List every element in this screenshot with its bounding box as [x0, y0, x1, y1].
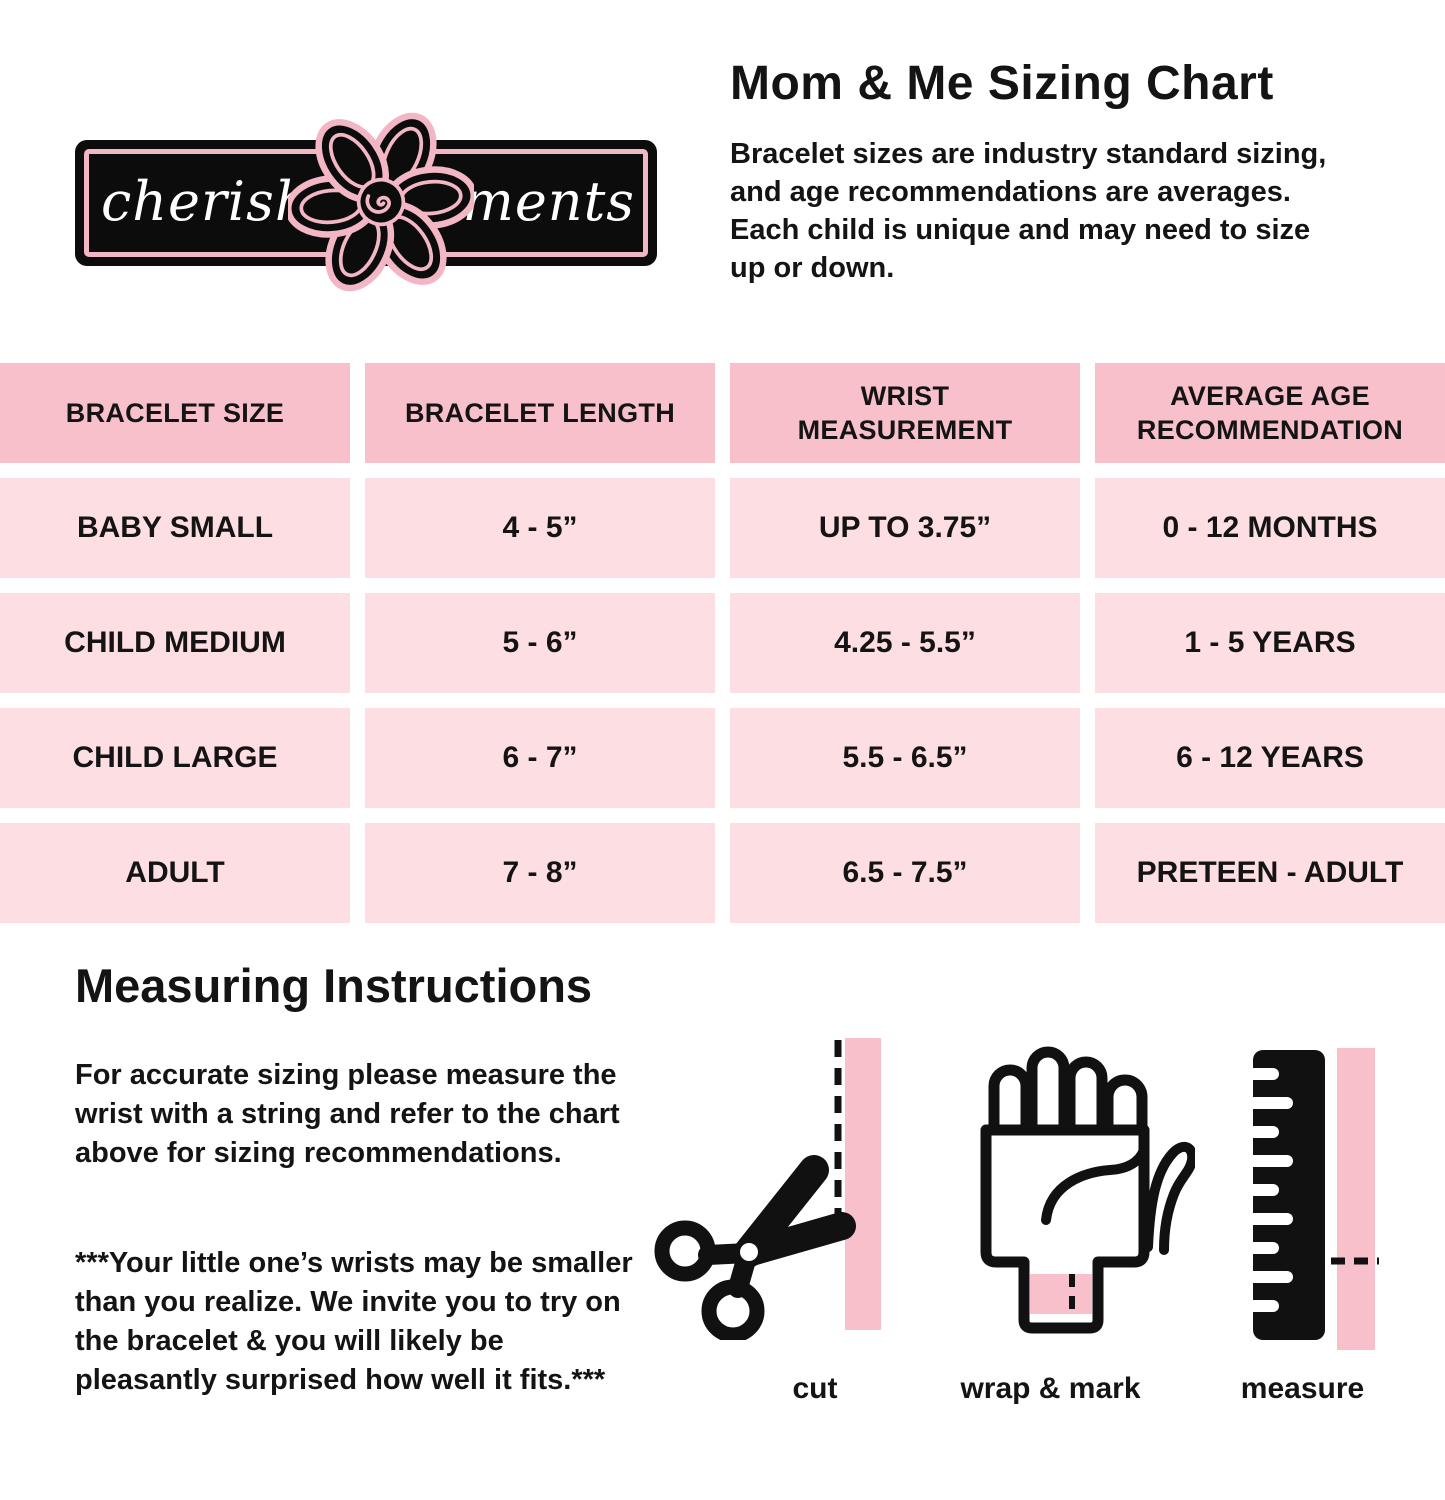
string-strip: [1337, 1048, 1375, 1350]
table-cell: 7 - 8”: [365, 823, 715, 923]
table-cell: 4 - 5”: [365, 478, 715, 578]
step-label-cut: cut: [792, 1372, 838, 1405]
string-strip: [845, 1038, 881, 1330]
column-header-bracelet-length: BRACELET LENGTH: [365, 363, 715, 463]
intro-text: Bracelet sizes are industry standard siz…: [730, 137, 1327, 284]
page-title: Mom & Me Sizing Chart: [730, 57, 1274, 110]
instructions-paragraph-1: For accurate sizing please measure the w…: [75, 1059, 620, 1169]
table-cell: 1 - 5 YEARS: [1095, 593, 1445, 693]
header-block: Mom & Me Sizing Chart Bracelet sizes are…: [730, 57, 1352, 287]
table-cell: 0 - 12 MONTHS: [1095, 478, 1445, 578]
flower-icon: [288, 112, 474, 292]
palm-crease: [1041, 1145, 1149, 1225]
table-cell: ADULT: [0, 823, 350, 923]
table-cell: PRETEEN - ADULT: [1095, 823, 1445, 923]
step-label-wrap-and-mark: wrap & mark: [960, 1372, 1141, 1405]
wrist-band: [1030, 1274, 1092, 1314]
table-cell: 4.25 - 5.5”: [730, 593, 1080, 693]
table-cell: 6.5 - 7.5”: [730, 823, 1080, 923]
column-header-age-recommendation: AVERAGE AGE RECOMMENDATION: [1095, 363, 1445, 463]
table-cell: 5 - 6”: [365, 593, 715, 693]
table-cell: 6 - 12 YEARS: [1095, 708, 1445, 808]
table-cell: 5.5 - 6.5”: [730, 708, 1080, 808]
table-cell: 6 - 7”: [365, 708, 715, 808]
column-header-wrist-measurement: WRIST MEASUREMENT: [730, 363, 1080, 463]
thumb-outline: [1143, 1141, 1195, 1255]
size-table: BRACELET SIZE BRACELET LENGTH WRIST MEAS…: [0, 363, 1445, 923]
instructions-paragraph-2: ***Your little one’s wrists may be small…: [75, 1247, 633, 1396]
scissors-icon: [654, 1038, 881, 1340]
table-cell: UP TO 3.75”: [730, 478, 1080, 578]
hand-icon: [980, 1046, 1195, 1334]
table-cell: CHILD LARGE: [0, 708, 350, 808]
column-header-bracelet-size: BRACELET SIZE: [0, 363, 350, 463]
ruler-icon: [1247, 1048, 1379, 1350]
section-title-measuring-instructions: Measuring Instructions: [75, 959, 593, 1012]
table-cell: BABY SMALL: [0, 478, 350, 578]
table-cell: CHILD MEDIUM: [0, 593, 350, 693]
step-label-measure: measure: [1240, 1372, 1365, 1405]
palm-outline: [980, 1124, 1150, 1334]
